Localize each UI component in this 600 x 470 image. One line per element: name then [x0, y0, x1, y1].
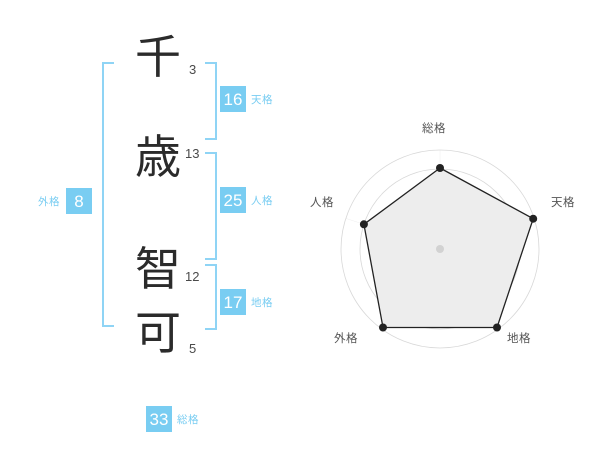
- bracket-tenkaku-top: [205, 62, 217, 64]
- bracket-chikaku-top: [205, 264, 217, 266]
- score-jinkaku[interactable]: 25 人格: [220, 187, 273, 213]
- score-soukaku[interactable]: 33 総格: [146, 406, 199, 432]
- kanji-char-1: 千: [135, 30, 181, 84]
- radar-axis-label-tenkaku: 天格: [551, 195, 575, 209]
- radar-chart: [340, 149, 540, 349]
- radar-chart-panel: 総格 天格 地格 外格 人格: [300, 0, 600, 470]
- score-tenkaku[interactable]: 16 天格: [220, 86, 273, 112]
- stroke-count-4: 5: [189, 341, 197, 356]
- score-tenkaku-label: 天格: [251, 93, 273, 106]
- stroke-count-3: 12: [185, 269, 200, 284]
- bracket-gaikaku-bottom: [102, 325, 114, 327]
- bracket-chikaku-bottom: [205, 328, 217, 330]
- score-chikaku[interactable]: 17 地格: [220, 289, 273, 315]
- score-tenkaku-value: 16: [220, 86, 246, 112]
- stroke-count-1: 3: [189, 62, 197, 77]
- radar-points: [359, 164, 538, 332]
- radar-point-0: [436, 164, 444, 172]
- radar-point-4: [359, 220, 368, 229]
- bracket-tenkaku-stem: [215, 62, 217, 140]
- kanji-char-3: 智: [135, 242, 181, 296]
- radar-area: [363, 167, 534, 329]
- score-jinkaku-label: 人格: [251, 194, 273, 207]
- bracket-gaikaku-top: [102, 62, 114, 64]
- kanji-char-4: 可: [135, 306, 181, 360]
- score-gaikaku-label: 外格: [38, 195, 60, 208]
- score-soukaku-value: 33: [146, 406, 172, 432]
- bracket-tenkaku-bottom: [205, 138, 217, 140]
- score-chikaku-value: 17: [220, 289, 246, 315]
- radar-axis-label-gaikaku: 外格: [334, 331, 358, 345]
- score-soukaku-label: 総格: [177, 413, 199, 426]
- score-chikaku-label: 地格: [251, 296, 273, 309]
- radar-point-2: [493, 323, 501, 332]
- radar-point-3: [379, 323, 387, 332]
- bracket-jinkaku-stem: [215, 152, 217, 260]
- bracket-gaikaku-stem: [102, 62, 104, 327]
- stroke-count-2: 13: [185, 146, 200, 161]
- bracket-chikaku-stem: [215, 264, 217, 330]
- score-gaikaku-value: 8: [66, 188, 92, 214]
- score-gaikaku[interactable]: 外格 8: [38, 188, 92, 214]
- bracket-jinkaku-bottom: [205, 258, 217, 260]
- bracket-jinkaku-top: [205, 152, 217, 154]
- radar-axis-label-soukaku: 総格: [422, 121, 446, 135]
- radar-point-1: [529, 214, 538, 223]
- radar-axis-label-chikaku: 地格: [507, 331, 531, 345]
- radar-center-dot: [436, 245, 444, 253]
- name-stroke-panel: 千 歳 智 可 3 13 12 5 16 天格 25 人格: [38, 30, 273, 432]
- score-jinkaku-value: 25: [220, 187, 246, 213]
- radar-ring-5: [340, 149, 540, 349]
- radar-axis-label-jinkaku: 人格: [310, 195, 334, 209]
- kanji-char-2: 歳: [135, 130, 181, 184]
